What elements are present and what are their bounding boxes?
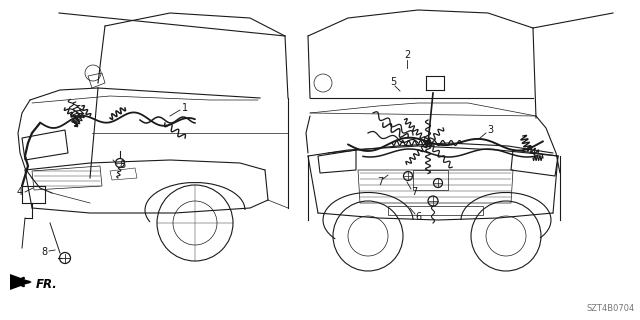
Text: 5: 5 xyxy=(390,77,396,87)
Text: SZT4B0704: SZT4B0704 xyxy=(587,304,635,313)
Text: 6: 6 xyxy=(415,212,421,222)
Text: 8: 8 xyxy=(119,160,125,170)
Text: 4: 4 xyxy=(17,187,23,197)
Polygon shape xyxy=(10,274,32,290)
Text: 7: 7 xyxy=(411,187,417,197)
Text: 2: 2 xyxy=(404,50,410,60)
Text: 7: 7 xyxy=(377,177,383,187)
Text: 3: 3 xyxy=(487,125,493,135)
Text: 8: 8 xyxy=(41,247,47,257)
Text: 1: 1 xyxy=(182,103,188,113)
Text: FR.: FR. xyxy=(36,278,58,292)
